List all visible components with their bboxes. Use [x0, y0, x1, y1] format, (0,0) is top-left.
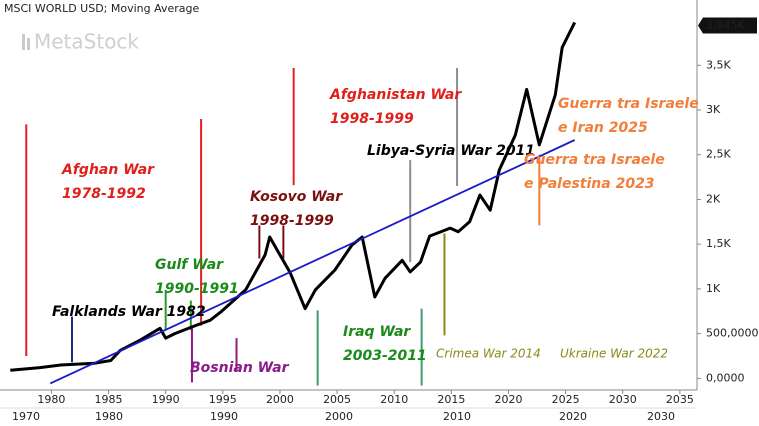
y-tick-label: 500,0000	[706, 327, 759, 340]
x-tick-label: 2015	[437, 393, 465, 406]
annotation: Gulf War	[155, 257, 224, 273]
y-tick-label: 3,5K	[706, 58, 731, 71]
x-tick-label: 2020	[494, 393, 522, 406]
y-tick-label: 2,5K	[706, 148, 731, 161]
annotation: 1978-1992	[62, 186, 146, 202]
chart-title: MSCI WORLD USD; Moving Average	[4, 2, 200, 15]
x-tick-label: 2035	[666, 393, 694, 406]
annotation: 1990-1991	[155, 281, 239, 297]
annotation: Afghanistan War	[329, 87, 462, 103]
price-line	[10, 21, 577, 372]
annotation: Guerra tra Israele	[524, 152, 665, 168]
y-tick-label: 3K	[706, 103, 721, 116]
x-period-label: 2020	[559, 410, 587, 423]
annotation: Guerra tra Israele	[558, 96, 699, 112]
x-tick-label: 2025	[552, 393, 580, 406]
y-tick-label: 1K	[706, 282, 721, 295]
logo-bar	[27, 38, 30, 50]
annotation: e Iran 2025	[558, 120, 648, 136]
x-period-label: 1970	[12, 410, 40, 423]
annotation: Afghan War	[61, 162, 155, 178]
x-tick-label: 2010	[380, 393, 408, 406]
x-period-label: 2000	[325, 410, 353, 423]
annotation: 2003-2011	[343, 348, 427, 364]
last-value-label: 3,945K	[706, 18, 745, 31]
annotation: Bosnian War	[190, 360, 290, 376]
x-period-label: 1990	[210, 410, 238, 423]
logo: MetaStock	[22, 30, 139, 54]
annotation: Kosovo War	[250, 189, 343, 205]
x-tick-label: 1980	[37, 393, 65, 406]
annotation: Libya-Syria War 2011	[367, 143, 535, 159]
x-tick-label: 2030	[609, 393, 637, 406]
x-period-label: 1980	[95, 410, 123, 423]
x-period-label: 2010	[443, 410, 471, 423]
x-tick-label: 2005	[323, 393, 351, 406]
y-tick-label: 0,0000	[706, 371, 745, 384]
logo-bar	[22, 34, 25, 50]
annotation: 1998-1999	[250, 213, 334, 229]
watermark: MetaStock	[34, 30, 139, 54]
x-period-label: 2030	[647, 410, 675, 423]
annotation: 1998-1999	[330, 111, 414, 127]
annotation: Falklands War 1982	[52, 304, 206, 320]
annotation: e Palestina 2023	[524, 176, 655, 192]
annotation: Crimea War 2014	[436, 347, 541, 361]
x-tick-label: 1990	[152, 393, 180, 406]
annotation: Ukraine War 2022	[560, 347, 668, 361]
y-tick-label: 1,5K	[706, 237, 731, 250]
annotation: Iraq War	[343, 324, 411, 340]
last-value-box	[698, 17, 757, 34]
trend-line	[49, 139, 576, 385]
x-tick-label: 1985	[95, 393, 123, 406]
x-tick-label: 2000	[266, 393, 294, 406]
y-tick-label: 2K	[706, 192, 721, 205]
x-tick-label: 1995	[209, 393, 237, 406]
